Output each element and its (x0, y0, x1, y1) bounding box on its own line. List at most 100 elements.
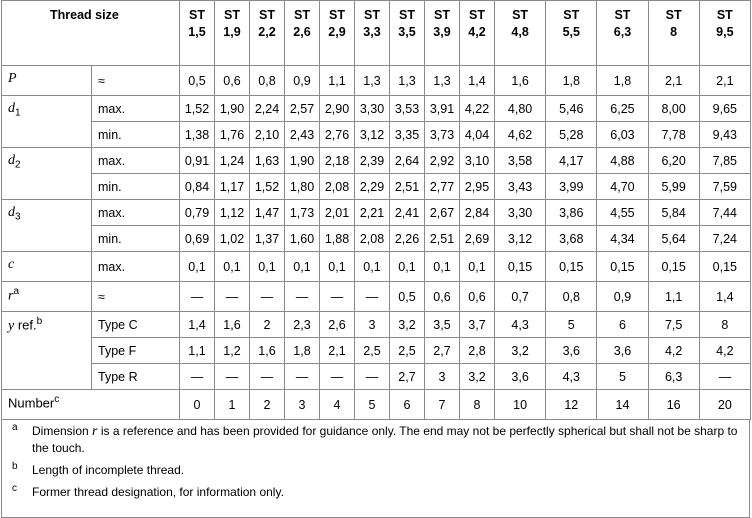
value-cell: 2,69 (459, 225, 495, 252)
value-cell: 3,99 (545, 173, 598, 200)
symbol-subscript: 2 (15, 159, 21, 171)
value-cell: 1,2 (214, 337, 250, 364)
symbol-cell: d2 (1, 147, 92, 200)
value-cell: 4,3 (493, 311, 547, 338)
value-cell: 2,08 (319, 173, 355, 200)
value-cell: 2,21 (354, 199, 390, 226)
symbol-cell: Numberc (1, 389, 180, 420)
column-size: 1,5 (188, 25, 206, 39)
symbol: c (8, 257, 15, 272)
value-cell: — (284, 281, 320, 312)
value-cell: 2,76 (319, 121, 355, 148)
value-cell: 1,4 (698, 281, 751, 312)
footnote: b Length of incomplete thread. (2, 461, 749, 479)
value-cell: 2 (249, 389, 285, 420)
value-cell: 1,73 (284, 199, 320, 226)
value-cell: — (354, 363, 390, 390)
value-cell: 3 (424, 363, 460, 390)
column-prefix: ST (512, 8, 529, 22)
value-cell: 4,80 (493, 95, 547, 122)
value-cell: 3 (284, 389, 320, 420)
value-cell: 7,44 (698, 199, 751, 226)
value-cell: 1,8 (284, 337, 320, 364)
table-row: min. 0,69 1,02 1,37 1,60 1,88 2,08 2,26 2,51 2,69… (2, 225, 751, 252)
header-cell: ST 3,3 (354, 0, 390, 66)
value-cell: 4,04 (459, 121, 495, 148)
column-size: 8 (670, 25, 678, 39)
value-cell: 1,6 (249, 337, 285, 364)
column-prefix: ST (294, 8, 310, 22)
column-prefix: ST (259, 8, 275, 22)
column-size: 5,5 (562, 25, 580, 39)
value-cell: 2,7 (424, 337, 460, 364)
value-cell: 2,43 (284, 121, 320, 148)
value-cell: 6 (389, 389, 425, 420)
value-cell: 7,59 (698, 173, 751, 200)
value-cell: 2,18 (319, 147, 355, 174)
value-cell: 3,30 (493, 199, 547, 226)
symbol-suffix: ref. (17, 317, 37, 333)
column-size: 3,3 (363, 25, 381, 39)
value-cell: 2,39 (354, 147, 390, 174)
value-cell: 2,92 (424, 147, 460, 174)
value-cell: 2,57 (284, 95, 320, 122)
column-size: 2,9 (328, 25, 346, 39)
value-cell: 3,2 (389, 311, 425, 338)
value-cell: 0,1 (424, 251, 460, 282)
value-cell: — (249, 281, 285, 312)
footnote-text: is a reference and has been provided for… (32, 424, 738, 455)
footnote-symbol: r (92, 424, 98, 439)
value-cell: 4,70 (596, 173, 649, 200)
value-cell: 0,7 (493, 281, 547, 312)
value-cell: 1,52 (249, 173, 285, 200)
value-cell: 4,62 (493, 121, 547, 148)
value-cell: 2,01 (319, 199, 355, 226)
value-cell: 5 (354, 389, 390, 420)
header-cell: ST 3,9 (424, 0, 460, 66)
value-cell: 0,91 (179, 147, 215, 174)
value-cell: — (698, 363, 751, 390)
symbol: d (8, 153, 15, 168)
footnote-mark: c (12, 483, 17, 494)
value-cell: 0,5 (179, 65, 215, 96)
value-cell: 3,58 (493, 147, 547, 174)
value-cell: 14 (596, 389, 649, 420)
symbol: d (8, 101, 15, 116)
column-size: 1,9 (223, 25, 241, 39)
value-cell: 2,08 (354, 225, 390, 252)
value-cell: 0,9 (596, 281, 649, 312)
value-cell: 2,5 (354, 337, 390, 364)
table-row: P ≈0,5 0,6 0,8 0,9 1,1 1,3 1,3 1,3 1,4 1,6 1,8 1,8 2,… (1, 65, 751, 96)
value-cell: 2,6 (319, 311, 355, 338)
value-cell: 1 (214, 389, 250, 420)
qualifier-cell: ≈ (91, 65, 180, 96)
value-cell: 3,53 (389, 95, 425, 122)
value-cell: 2,90 (319, 95, 355, 122)
header-cell: ST 2,9 (319, 0, 355, 66)
value-cell: 6,20 (647, 147, 700, 174)
value-cell: 0,1 (284, 251, 320, 282)
symbol-cell: ra (1, 281, 92, 312)
footnote-mark: b (12, 461, 18, 472)
value-cell: 3,7 (459, 311, 495, 338)
value-cell: 0,1 (179, 251, 215, 282)
header-cell: ST 8 (647, 0, 700, 66)
header-cell: ST 9,5 (698, 0, 751, 66)
value-cell: 1,90 (214, 95, 250, 122)
value-cell: 1,63 (249, 147, 285, 174)
symbol-cell: y ref.b (1, 311, 92, 390)
value-cell: 1,8 (596, 65, 649, 96)
value-cell: 1,24 (214, 147, 250, 174)
value-cell: 1,17 (214, 173, 250, 200)
symbol-cell: d1 (1, 95, 92, 148)
value-cell: 9,65 (698, 95, 751, 122)
value-cell: 3,30 (354, 95, 390, 122)
value-cell: 3,2 (459, 363, 495, 390)
value-cell: 0,1 (389, 251, 425, 282)
value-cell: 2,41 (389, 199, 425, 226)
value-cell: 2,64 (389, 147, 425, 174)
column-prefix: ST (665, 8, 682, 22)
header-cell: ST 5,5 (545, 0, 598, 66)
value-cell: 0,1 (459, 251, 495, 282)
